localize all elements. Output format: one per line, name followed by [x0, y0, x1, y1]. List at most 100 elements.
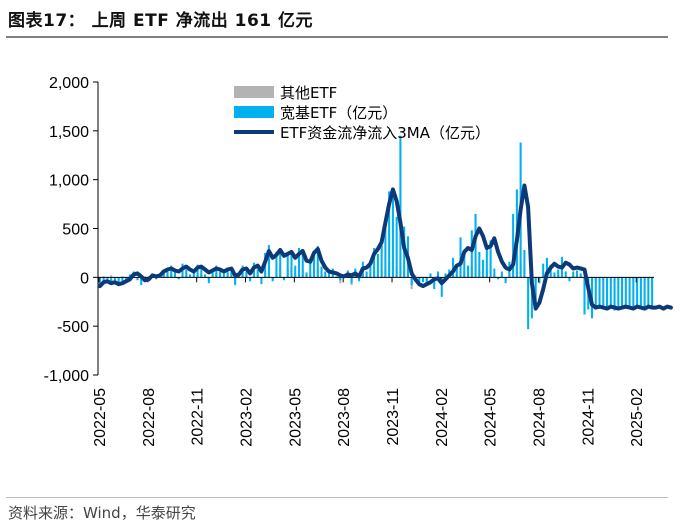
broad-etf-bar: [651, 277, 654, 308]
broad-etf-bar: [260, 277, 263, 285]
broad-etf-bar: [320, 266, 323, 278]
broad-etf-bar: [230, 271, 233, 278]
y-tick-label: 2,000: [49, 75, 89, 92]
broad-etf-bar: [267, 245, 270, 278]
broad-etf-bar: [350, 277, 353, 284]
broad-etf-bar: [166, 271, 169, 278]
x-tick-label: 2022-08: [141, 388, 158, 447]
broad-etf-bar: [478, 251, 481, 278]
broad-etf-bar: [256, 269, 259, 278]
broad-etf-bar: [301, 249, 304, 278]
broad-etf-bar: [433, 277, 436, 290]
broad-etf-bar: [286, 252, 289, 278]
broad-etf-bar: [275, 251, 278, 278]
broad-etf-bar: [399, 135, 402, 278]
broad-etf-bar: [234, 277, 237, 286]
legend-label: 其他ETF: [280, 84, 337, 102]
broad-etf-bar: [192, 272, 195, 278]
broad-etf-bar: [451, 257, 455, 278]
broad-etf-bar: [106, 277, 109, 280]
broad-etf-bar: [215, 265, 218, 278]
broad-etf-bar: [421, 277, 424, 283]
broad-etf-bar: [339, 277, 342, 281]
x-tick-label: 2024-11: [580, 388, 597, 446]
x-tick-label: 2024-08: [532, 388, 549, 447]
broad-etf-bar: [211, 269, 214, 278]
broad-etf-bar: [207, 277, 210, 284]
broad-etf-bar: [493, 268, 496, 278]
y-tick-label: -500: [57, 319, 89, 336]
broad-etf-bar: [121, 277, 124, 283]
broad-etf-bar: [369, 265, 372, 278]
broad-etf-bar: [196, 264, 199, 278]
broad-etf-bar: [376, 253, 379, 278]
broad-etf-bar: [373, 248, 376, 278]
y-tick-label: 500: [62, 222, 89, 239]
broad-etf-bar: [632, 277, 635, 308]
broad-etf-bar: [444, 273, 447, 278]
broad-etf-bar: [102, 277, 105, 282]
broad-etf-bar: [512, 213, 515, 278]
broad-etf-bar: [575, 270, 579, 278]
broad-etf-bar: [245, 271, 248, 278]
broad-etf-bar: [497, 277, 500, 280]
broad-etf-bar: [463, 252, 466, 278]
broad-etf-bar: [294, 265, 297, 278]
broad-etf-bar: [290, 250, 293, 278]
broad-etf-bar: [410, 277, 413, 286]
x-tick-label: 2023-11: [385, 388, 402, 446]
broad-etf-bar: [128, 274, 131, 278]
x-tick-label: 2024-05: [483, 388, 500, 447]
broad-etf-bar: [564, 271, 567, 278]
broad-etf-bar: [440, 277, 443, 297]
broad-etf-bar: [312, 251, 316, 278]
broad-etf-bar: [185, 269, 188, 278]
broad-etf-bar: [249, 277, 252, 282]
broad-etf-bar: [579, 273, 582, 278]
broad-etf-bar: [219, 271, 222, 278]
broad-etf-bar: [534, 277, 537, 307]
broad-etf-bar: [542, 263, 545, 278]
broad-etf-bar: [583, 277, 586, 315]
broad-etf-bar: [98, 277, 101, 287]
broad-etf-bar: [204, 274, 207, 278]
broad-etf-bar: [324, 271, 327, 278]
broad-etf-bar: [613, 277, 616, 311]
broad-etf-bar: [609, 277, 612, 307]
chart-title: 图表17： 上周 ETF 净流出 161 亿元: [8, 11, 314, 31]
broad-etf-bar: [636, 277, 639, 307]
broad-etf-bar: [523, 249, 526, 278]
broad-etf-bar: [316, 246, 319, 278]
x-tick-label: 2023-05: [287, 388, 304, 447]
broad-etf-bar: [391, 194, 394, 278]
broad-etf-bar: [328, 273, 331, 278]
broad-etf-bar: [117, 277, 120, 286]
broad-etf-bar: [467, 265, 470, 278]
broad-etf-bar: [504, 277, 507, 284]
legend-swatch: [234, 86, 274, 98]
broad-etf-bar: [177, 277, 180, 280]
broad-etf-bar: [594, 277, 597, 309]
broad-etf-bar: [425, 277, 428, 284]
x-tick-label: 2022-05: [92, 388, 109, 447]
broad-etf-bar: [598, 277, 601, 307]
broad-etf-bar: [309, 261, 312, 278]
broad-etf-bar: [200, 267, 203, 278]
y-tick-label: 0: [80, 270, 89, 287]
broad-etf-bar: [395, 216, 398, 278]
broad-etf-bar: [474, 213, 477, 278]
broad-etf-bar: [388, 191, 391, 278]
broad-etf-bar: [557, 269, 560, 278]
broad-etf-bar: [553, 272, 556, 278]
broad-etf-bar: [384, 219, 387, 278]
broad-etf-bar: [538, 277, 541, 284]
footer-divider: [6, 497, 668, 498]
broad-etf-bar: [173, 270, 177, 278]
broad-etf-bar: [470, 230, 473, 278]
broad-etf-bar: [429, 273, 432, 278]
broad-etf-bar: [436, 271, 440, 278]
x-axis-ticks: 2022-05 2022-08 2022-11 2023-02 2023-05 2023-…: [92, 277, 646, 447]
x-tick-label: 2023-08: [336, 388, 353, 447]
legend-label: ETF资金流净流入3MA（亿元）: [280, 124, 490, 142]
broad-etf-bar: [279, 248, 282, 278]
